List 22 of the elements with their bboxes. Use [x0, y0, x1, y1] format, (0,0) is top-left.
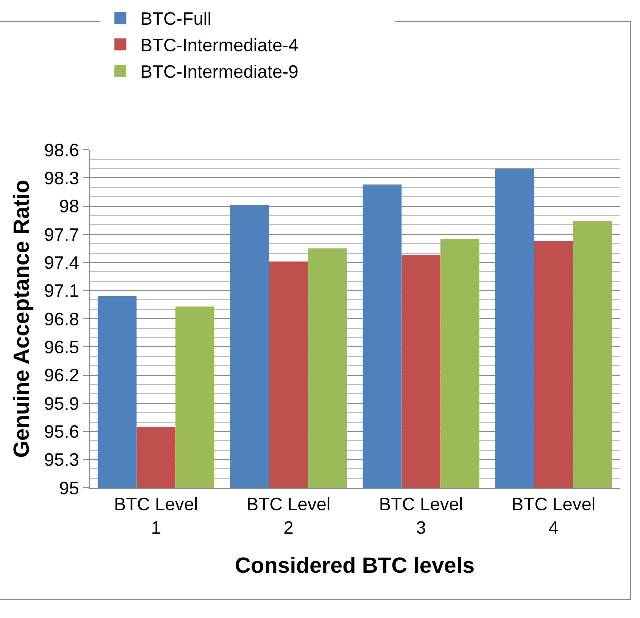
legend-label: BTC-Intermediate-9 [140, 62, 299, 82]
x-tick-label: BTC Level 1 [114, 494, 198, 538]
y-tick-label: 96.2 [44, 366, 80, 386]
x-axis-title: Considered BTC levels [235, 552, 475, 578]
y-tick-label: 96.5 [44, 337, 80, 358]
y-tick-label: 98.3 [44, 168, 80, 188]
x-tick-label: BTC Level 3 [379, 494, 464, 538]
y-axis-title: Genuine Acceptance Ratio [9, 180, 34, 458]
legend-label: BTC-Intermediate-4 [140, 36, 299, 56]
x-tick-label: BTC Level 4 [512, 494, 596, 538]
legend-label: BTC-Full [140, 9, 212, 30]
y-tick-label: 96.8 [44, 309, 80, 330]
y-tick-label: 95.6 [44, 422, 80, 442]
y-tick-label: 97.7 [44, 224, 80, 245]
y-tick-label: 95.9 [44, 394, 80, 414]
y-tick-label: 98 [59, 196, 80, 217]
y-tick-label: 95.3 [44, 450, 80, 470]
x-tick-label: BTC Level 2 [246, 494, 331, 538]
y-tick-label: 95 [59, 478, 80, 498]
y-tick-label: 97.4 [44, 252, 80, 273]
y-tick-label: 98.6 [44, 140, 80, 160]
y-tick-label: 97.1 [44, 281, 80, 302]
